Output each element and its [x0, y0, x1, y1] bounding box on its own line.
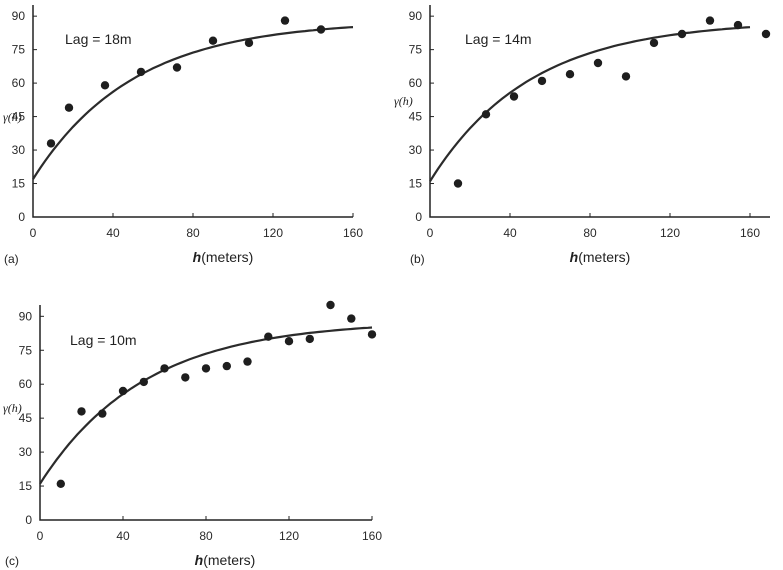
x-axis-label: h(meters): [570, 249, 631, 265]
x-axis-label: h(meters): [195, 552, 256, 568]
data-point: [367, 330, 377, 339]
data-point: [64, 103, 74, 112]
lag-annotation: Lag = 18m: [65, 31, 132, 47]
y-tick-label: 0: [25, 513, 32, 527]
x-tick-label: 40: [503, 226, 517, 240]
y-tick-label: 45: [12, 110, 26, 124]
panel-label: (c): [5, 554, 19, 568]
data-point: [56, 479, 65, 488]
y-tick-label: 15: [12, 177, 26, 191]
data-point: [284, 337, 294, 346]
data-point: [705, 16, 715, 25]
data-point: [326, 300, 335, 310]
x-tick-label: 120: [263, 226, 283, 240]
data-point: [160, 364, 169, 373]
y-tick-label: 75: [19, 343, 33, 357]
data-point: [316, 25, 326, 34]
y-tick-label: 60: [19, 377, 33, 391]
data-point: [305, 334, 314, 344]
x-tick-label: 120: [660, 226, 680, 240]
data-point: [481, 110, 491, 119]
y-tick-label: 0: [18, 210, 25, 224]
y-tick-label: 75: [12, 43, 26, 57]
data-point: [181, 373, 190, 382]
data-point: [761, 29, 771, 39]
data-point: [565, 70, 575, 79]
y-axis-label: γ(h): [394, 94, 413, 108]
y-tick-label: 15: [409, 177, 423, 191]
data-point: [537, 76, 547, 86]
y-tick-label: 60: [12, 76, 26, 90]
x-tick-label: 40: [116, 529, 130, 543]
x-axis-label: h(meters): [193, 249, 254, 265]
data-point: [100, 81, 110, 90]
x-tick-label: 0: [37, 529, 44, 543]
data-point: [118, 386, 128, 396]
data-point: [649, 38, 659, 48]
data-point: [208, 36, 218, 45]
y-tick-label: 15: [19, 479, 33, 493]
data-point: [243, 357, 252, 366]
data-point: [509, 92, 519, 101]
y-tick-label: 45: [409, 110, 423, 124]
x-tick-label: 40: [106, 226, 120, 240]
data-point: [347, 314, 356, 323]
x-tick-label: 160: [362, 529, 382, 543]
x-tick-label: 0: [30, 226, 37, 240]
panel-label: (a): [4, 252, 19, 266]
y-tick-label: 30: [409, 143, 423, 157]
y-tick-label: 0: [415, 210, 422, 224]
y-tick-label: 90: [19, 309, 33, 323]
data-point: [244, 38, 254, 48]
y-tick-label: 30: [12, 143, 26, 157]
fitted-model-curve: [32, 26, 354, 180]
x-tick-label: 80: [583, 226, 597, 240]
variogram-panel-1: 0 15 30 45 60 75 90 0 40 80 120 160 Lag = 18m γ(h) h(m…: [3, 5, 363, 266]
y-tick-label: 90: [12, 9, 26, 23]
data-point: [46, 139, 56, 148]
data-point: [201, 364, 211, 373]
data-point: [677, 29, 687, 39]
fitted-model-curve: [39, 326, 373, 485]
data-point: [264, 332, 273, 341]
data-point: [222, 361, 231, 371]
data-point: [593, 58, 603, 68]
data-point: [280, 16, 290, 25]
y-tick-label: 90: [409, 9, 423, 23]
data-point: [136, 67, 146, 77]
y-axis-label: γ(h): [3, 110, 22, 124]
y-tick-label: 60: [409, 76, 423, 90]
data-point: [733, 20, 743, 30]
x-tick-label: 80: [199, 529, 213, 543]
fitted-model-curve: [429, 26, 751, 182]
variogram-panel-2: 0 15 30 45 60 75 90 0 40 80 120 160 Lag = 14m γ(h) h(m…: [394, 5, 771, 266]
y-tick-label: 30: [19, 445, 33, 459]
data-point: [172, 63, 182, 72]
data-point: [621, 72, 631, 81]
panel-label: (b): [410, 252, 425, 266]
x-tick-label: 120: [279, 529, 299, 543]
variogram-panel-3: 0 15 30 45 60 75 90 0 40 80 120 160 Lag = 10m γ(h) h(m…: [3, 300, 382, 568]
x-tick-label: 160: [740, 226, 760, 240]
y-tick-label: 75: [409, 43, 423, 57]
data-point: [98, 409, 107, 418]
x-tick-label: 80: [186, 226, 200, 240]
data-point: [77, 407, 86, 416]
y-axis-label: γ(h): [3, 401, 22, 415]
x-tick-label: 160: [343, 226, 363, 240]
lag-annotation: Lag = 14m: [465, 31, 532, 47]
data-point: [139, 377, 148, 387]
y-tick-label: 45: [19, 411, 33, 425]
data-point: [453, 179, 463, 188]
lag-annotation: Lag = 10m: [70, 332, 137, 348]
x-tick-label: 0: [427, 226, 434, 240]
